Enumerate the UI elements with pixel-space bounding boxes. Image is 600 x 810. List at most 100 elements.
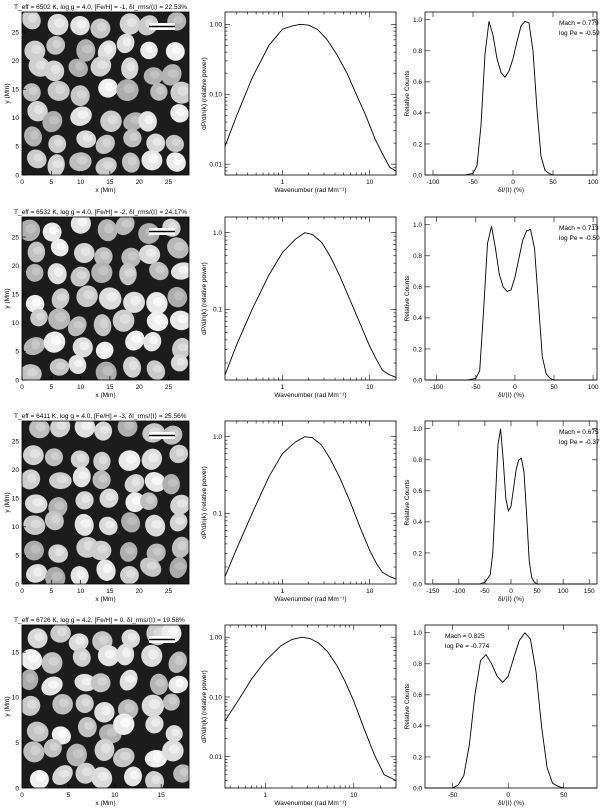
granulation-image-panel: 0 5 10 15 20 25 0 5 10 15 20 25 x (Mm) y (Mm) — [4, 420, 190, 603]
y-tick-label: 0.0 — [413, 172, 422, 179]
y-tick-label: 0.6 — [413, 79, 422, 86]
granule-highlight — [76, 271, 88, 280]
y-tick-label: 25 — [12, 29, 20, 36]
x-tick-label: 50 — [549, 179, 557, 186]
x-axis-label: δI/⟨I⟩ (%) — [498, 186, 524, 194]
granule-highlight — [174, 655, 184, 666]
y-tick-label: 1.0 — [213, 434, 222, 441]
x-tick-label: 100 — [588, 384, 599, 391]
granule-highlight — [175, 678, 184, 688]
x-axis-label: δI/⟨I⟩ (%) — [498, 391, 524, 399]
granule-highlight — [124, 675, 136, 683]
granulation-cells — [22, 625, 189, 788]
plot-frame — [424, 624, 598, 789]
granule-highlight — [59, 698, 70, 708]
granule-highlight — [171, 45, 182, 55]
granule-highlight — [102, 138, 111, 148]
annotation-text: log Pe = -0.371 — [559, 439, 600, 446]
granule-highlight — [54, 138, 64, 147]
x-tick-label: 15 — [106, 179, 114, 186]
x-tick-label: 50 — [560, 792, 568, 799]
y-axis-label: y (Mm) — [4, 83, 11, 103]
granule-highlight — [28, 13, 38, 23]
granule-highlight — [131, 477, 141, 487]
y-tick-label: 0.0 — [413, 785, 422, 792]
granule-highlight — [174, 562, 186, 571]
granule-highlight — [104, 82, 115, 91]
x-tick-label: -50 — [448, 792, 458, 799]
power-spectrum-panel: 1 10 0.1 1.0 Wavenumber (rad Mm⁻¹) dP/dln(k) … — [201, 420, 397, 603]
x-tick-label: 10 — [366, 588, 374, 595]
granule-highlight — [82, 133, 93, 142]
x-tick-label: 20 — [136, 384, 144, 391]
granulation-cells — [22, 12, 189, 175]
granule-highlight — [131, 496, 142, 506]
x-tick-label: 10 — [366, 384, 374, 391]
granule-highlight — [31, 44, 42, 55]
granule-highlight — [129, 132, 139, 141]
x-tick-label: 0 — [20, 179, 24, 186]
x-tick-label: 25 — [165, 384, 173, 391]
granule-highlight — [48, 656, 60, 667]
y-tick-label: 0.6 — [413, 488, 422, 495]
granule-highlight — [55, 84, 66, 95]
granule-highlight — [35, 60, 47, 70]
granule-highlight — [148, 153, 159, 164]
granulation-image-panel: 0 5 10 15 0 5 10 15 x (Mm) y (Mm) — [4, 624, 190, 807]
granulation-image-panel: 0 5 10 15 20 25 0 5 10 15 20 25 x (Mm) y (Mm) — [4, 216, 190, 399]
granule-highlight — [171, 138, 181, 147]
granule-highlight — [81, 421, 92, 431]
y-axis-label: Relative Counts — [404, 683, 411, 730]
granule-highlight — [54, 18, 65, 28]
granule-highlight — [126, 516, 138, 526]
granule-highlight — [173, 15, 183, 25]
granule-highlight — [148, 649, 159, 660]
granule-highlight — [31, 298, 41, 307]
granule-highlight — [98, 635, 109, 645]
y-tick-label: 10 — [12, 115, 20, 122]
annotation-text: Mach = 0.713 — [559, 225, 599, 232]
y-tick-label: 0.01 — [209, 754, 222, 761]
x-tick-label: 25 — [165, 588, 173, 595]
y-tick-label: 0.6 — [413, 692, 422, 699]
y-tick-label: 0.0 — [413, 377, 422, 384]
y-axis-label: y (Mm) — [4, 492, 11, 512]
granule-highlight — [49, 742, 59, 751]
granule-highlight — [98, 266, 109, 276]
granule-highlight — [102, 563, 113, 574]
x-tick-label: 5 — [49, 179, 53, 186]
intensity-histogram-panel: -50 0 50 0.0 0.2 0.4 0.6 0.8 1.0 δI/⟨I⟩ (%) Relati… — [404, 624, 598, 807]
granule-highlight — [78, 651, 88, 661]
granule-highlight — [104, 649, 116, 659]
granule-highlight — [58, 729, 68, 739]
y-tick-label: 10 — [12, 320, 20, 327]
granule-highlight — [97, 771, 109, 782]
granule-highlight — [145, 45, 155, 54]
granule-highlight — [76, 89, 87, 99]
y-axis-label: Relative Counts — [404, 70, 411, 117]
granule-highlight — [128, 360, 138, 371]
y-tick-label: 0.10 — [209, 92, 222, 99]
y-tick-label: 1.0 — [413, 630, 422, 637]
y-tick-label: 0.4 — [413, 315, 422, 322]
granule-highlight — [125, 546, 136, 555]
y-tick-label: 0.8 — [413, 661, 422, 668]
y-axis-label: y (Mm) — [4, 288, 11, 308]
granule-highlight — [80, 519, 92, 528]
granule-highlight — [72, 748, 85, 759]
granule-highlight — [33, 153, 44, 162]
granule-highlight — [176, 107, 186, 117]
granule-highlight — [30, 745, 41, 756]
granule-highlight — [179, 768, 189, 777]
y-tick-label: 0.8 — [413, 253, 422, 260]
granule-highlight — [176, 499, 188, 508]
granule-highlight — [52, 160, 64, 168]
x-tick-label: 5 — [49, 384, 53, 391]
y-tick-label: 0.1 — [213, 511, 222, 518]
x-tick-label: 15 — [106, 588, 114, 595]
y-tick-label: 15 — [12, 87, 20, 94]
y-tick-label: 5 — [15, 740, 19, 747]
y-tick-label: 25 — [12, 234, 20, 241]
granule-highlight — [152, 752, 162, 763]
x-tick-label: -50 — [471, 384, 481, 391]
